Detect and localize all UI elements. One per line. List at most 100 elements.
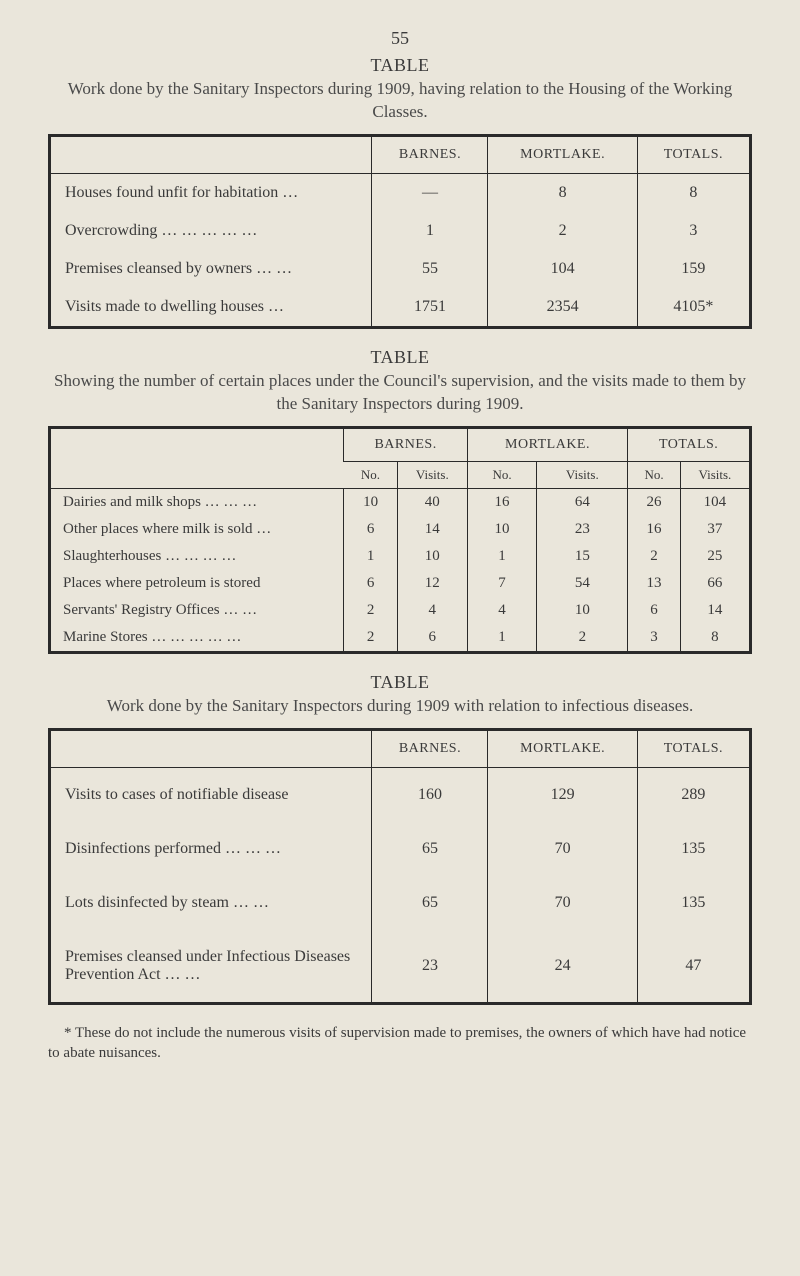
- table-row: Houses found unfit for habitation … — 8 …: [50, 173, 751, 212]
- cell: 2: [344, 597, 397, 624]
- cell: 10: [344, 488, 397, 516]
- table2-title: TABLE: [48, 347, 752, 368]
- table-row: Other places where milk is sold … 6 14 1…: [50, 516, 751, 543]
- cell: 4: [397, 597, 467, 624]
- cell: 135: [637, 876, 750, 930]
- col-totals: TOTALS.: [637, 135, 750, 173]
- row-label: Visits made to dwelling houses …: [50, 288, 372, 328]
- cell: 8: [680, 624, 750, 653]
- cell: 16: [467, 488, 537, 516]
- table1-title: TABLE: [48, 55, 752, 76]
- cell: 24: [488, 930, 637, 1004]
- cell: 104: [680, 488, 750, 516]
- document-page: 55 TABLE Work done by the Sanitary Inspe…: [0, 0, 800, 1276]
- col-group-barnes: BARNES.: [344, 427, 467, 461]
- col-totals: TOTALS.: [637, 729, 750, 767]
- cell: 1: [467, 624, 537, 653]
- cell: 23: [372, 930, 488, 1004]
- table3-title: TABLE: [48, 672, 752, 693]
- table2-subtitle: Showing the number of certain places und…: [48, 370, 752, 416]
- cell: 70: [488, 876, 637, 930]
- row-label: Marine Stores … … … … …: [50, 624, 344, 653]
- cell: 16: [628, 516, 680, 543]
- table-row: Dairies and milk shops … … … 10 40 16 64…: [50, 488, 751, 516]
- cell: 55: [372, 250, 488, 288]
- table-row: Slaughterhouses … … … … 1 10 1 15 2 25: [50, 543, 751, 570]
- cell: 2: [488, 212, 637, 250]
- cell: 289: [637, 767, 750, 822]
- col-label-blank: [50, 427, 344, 488]
- col-group-totals: TOTALS.: [628, 427, 751, 461]
- table-row: Places where petroleum is stored 6 12 7 …: [50, 570, 751, 597]
- cell: 54: [537, 570, 628, 597]
- col-barnes: BARNES.: [372, 729, 488, 767]
- cell: 12: [397, 570, 467, 597]
- table-supervision: BARNES. MORTLAKE. TOTALS. No. Visits. No…: [48, 426, 752, 654]
- cell: 160: [372, 767, 488, 822]
- cell: 6: [628, 597, 680, 624]
- row-label: Visits to cases of notifiable disease: [50, 767, 372, 822]
- row-label: Disinfections performed … … …: [50, 822, 372, 876]
- cell: 129: [488, 767, 637, 822]
- row-label: Servants' Registry Offices … …: [50, 597, 344, 624]
- cell: 10: [537, 597, 628, 624]
- col-group-mortlake: MORTLAKE.: [467, 427, 628, 461]
- cell: 65: [372, 822, 488, 876]
- table-housing: BARNES. MORTLAKE. TOTALS. Houses found u…: [48, 134, 752, 329]
- table3-subtitle: Work done by the Sanitary Inspectors dur…: [48, 695, 752, 718]
- cell: 65: [372, 876, 488, 930]
- cell: 10: [397, 543, 467, 570]
- row-label: Houses found unfit for habitation …: [50, 173, 372, 212]
- table-row: Overcrowding … … … … … 1 2 3: [50, 212, 751, 250]
- col-label-blank: [50, 135, 372, 173]
- cell: 3: [637, 212, 750, 250]
- cell: 104: [488, 250, 637, 288]
- col-visits: Visits.: [537, 461, 628, 488]
- table-row: Disinfections performed … … … 65 70 135: [50, 822, 751, 876]
- cell: 15: [537, 543, 628, 570]
- cell: 6: [344, 516, 397, 543]
- row-label: Slaughterhouses … … … …: [50, 543, 344, 570]
- cell: 14: [397, 516, 467, 543]
- col-mortlake: MORTLAKE.: [488, 729, 637, 767]
- table-row: Visits made to dwelling houses … 1751 23…: [50, 288, 751, 328]
- table-header-row: BARNES. MORTLAKE. TOTALS.: [50, 427, 751, 461]
- cell: 37: [680, 516, 750, 543]
- table-row: Servants' Registry Offices … … 2 4 4 10 …: [50, 597, 751, 624]
- col-barnes: BARNES.: [372, 135, 488, 173]
- footnote: * These do not include the numerous visi…: [48, 1023, 752, 1064]
- col-mortlake: MORTLAKE.: [488, 135, 637, 173]
- col-label-blank: [50, 729, 372, 767]
- col-no: No.: [628, 461, 680, 488]
- cell: 6: [397, 624, 467, 653]
- row-label: Overcrowding … … … … …: [50, 212, 372, 250]
- cell: 135: [637, 822, 750, 876]
- table-row: Premises cleansed under Infectious Disea…: [50, 930, 751, 1004]
- cell: 2: [537, 624, 628, 653]
- cell: 40: [397, 488, 467, 516]
- page-number: 55: [48, 28, 752, 49]
- table-header-row: BARNES. MORTLAKE. TOTALS.: [50, 135, 751, 173]
- table-header-row: BARNES. MORTLAKE. TOTALS.: [50, 729, 751, 767]
- table1-subtitle: Work done by the Sanitary Inspectors dur…: [48, 78, 752, 124]
- cell: 14: [680, 597, 750, 624]
- cell: 2: [628, 543, 680, 570]
- cell: 8: [488, 173, 637, 212]
- cell: 64: [537, 488, 628, 516]
- col-no: No.: [344, 461, 397, 488]
- col-no: No.: [467, 461, 537, 488]
- cell: —: [372, 173, 488, 212]
- cell: 4: [467, 597, 537, 624]
- cell: 47: [637, 930, 750, 1004]
- row-label: Premises cleansed by owners … …: [50, 250, 372, 288]
- row-label: Premises cleansed under Infectious Disea…: [50, 930, 372, 1004]
- cell: 2354: [488, 288, 637, 328]
- cell: 2: [344, 624, 397, 653]
- table-infectious: BARNES. MORTLAKE. TOTALS. Visits to case…: [48, 728, 752, 1005]
- row-label: Dairies and milk shops … … …: [50, 488, 344, 516]
- cell: 3: [628, 624, 680, 653]
- cell: 1751: [372, 288, 488, 328]
- cell: 23: [537, 516, 628, 543]
- cell: 8: [637, 173, 750, 212]
- cell: 70: [488, 822, 637, 876]
